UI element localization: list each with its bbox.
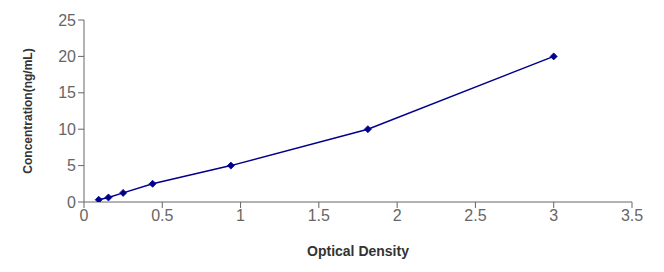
svg-text:10: 10 (58, 121, 76, 138)
svg-text:0: 0 (67, 194, 76, 211)
svg-text:3: 3 (549, 207, 558, 224)
svg-text:1.5: 1.5 (308, 207, 330, 224)
svg-text:0: 0 (80, 207, 89, 224)
svg-text:Concentration(ng/mL): Concentration(ng/mL) (21, 48, 35, 173)
svg-text:20: 20 (58, 48, 76, 65)
svg-text:5: 5 (67, 157, 76, 174)
svg-text:15: 15 (58, 84, 76, 101)
svg-text:1: 1 (236, 207, 245, 224)
svg-text:Optical Density: Optical Density (307, 243, 409, 259)
svg-text:0.5: 0.5 (151, 207, 173, 224)
svg-text:25: 25 (58, 12, 76, 29)
svg-text:2: 2 (393, 207, 402, 224)
svg-text:3.5: 3.5 (621, 207, 643, 224)
svg-text:2.5: 2.5 (464, 207, 486, 224)
